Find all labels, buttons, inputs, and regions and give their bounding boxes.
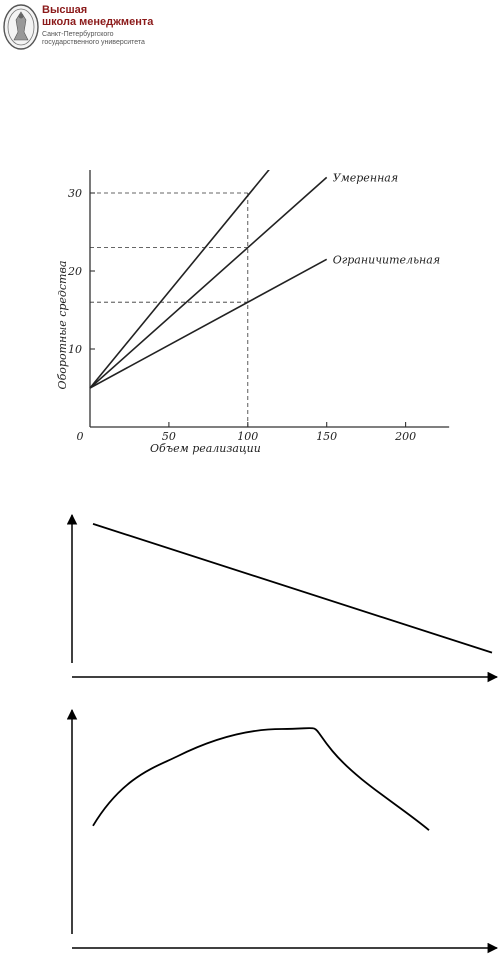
y-tick-label: 30 [68, 187, 82, 200]
hump-curve [92, 727, 430, 831]
x-tick-label: 150 [316, 430, 337, 443]
series-label-1: Умеренная [333, 171, 398, 184]
header-subtitle-line2: государственного университета [42, 39, 145, 46]
header-title-line2: школа менеджмента [42, 16, 154, 28]
declining-line [92, 523, 493, 654]
series-line-2 [89, 258, 328, 389]
x-tick-label: 50 [162, 430, 176, 443]
declining-line-chart [66, 513, 499, 683]
x-tick-label: 0 [77, 430, 84, 443]
header-title-line1: Высшая [42, 4, 88, 16]
x-axis-label: Объем реализации [150, 442, 261, 455]
x-tick-label: 100 [237, 430, 258, 443]
y-tick-label: 20 [67, 265, 82, 278]
series-line-1 [89, 176, 328, 389]
x-tick-label: 200 [394, 430, 416, 443]
university-seal-icon [3, 4, 39, 50]
series-line-0 [89, 170, 270, 389]
header-subtitle-line1: Санкт-Петербургского [42, 31, 114, 38]
header: Высшая школа менеджмента Санкт-Петербург… [0, 0, 220, 60]
hump-curve-chart [66, 708, 499, 954]
y-tick-label: 10 [68, 343, 82, 356]
series-label-2: Ограничительная [333, 253, 440, 266]
y-axis-label: Оборотные средства [56, 261, 69, 390]
working-capital-chart: 10203040050100150200ОсторожнаяУмереннаяО… [56, 170, 450, 455]
